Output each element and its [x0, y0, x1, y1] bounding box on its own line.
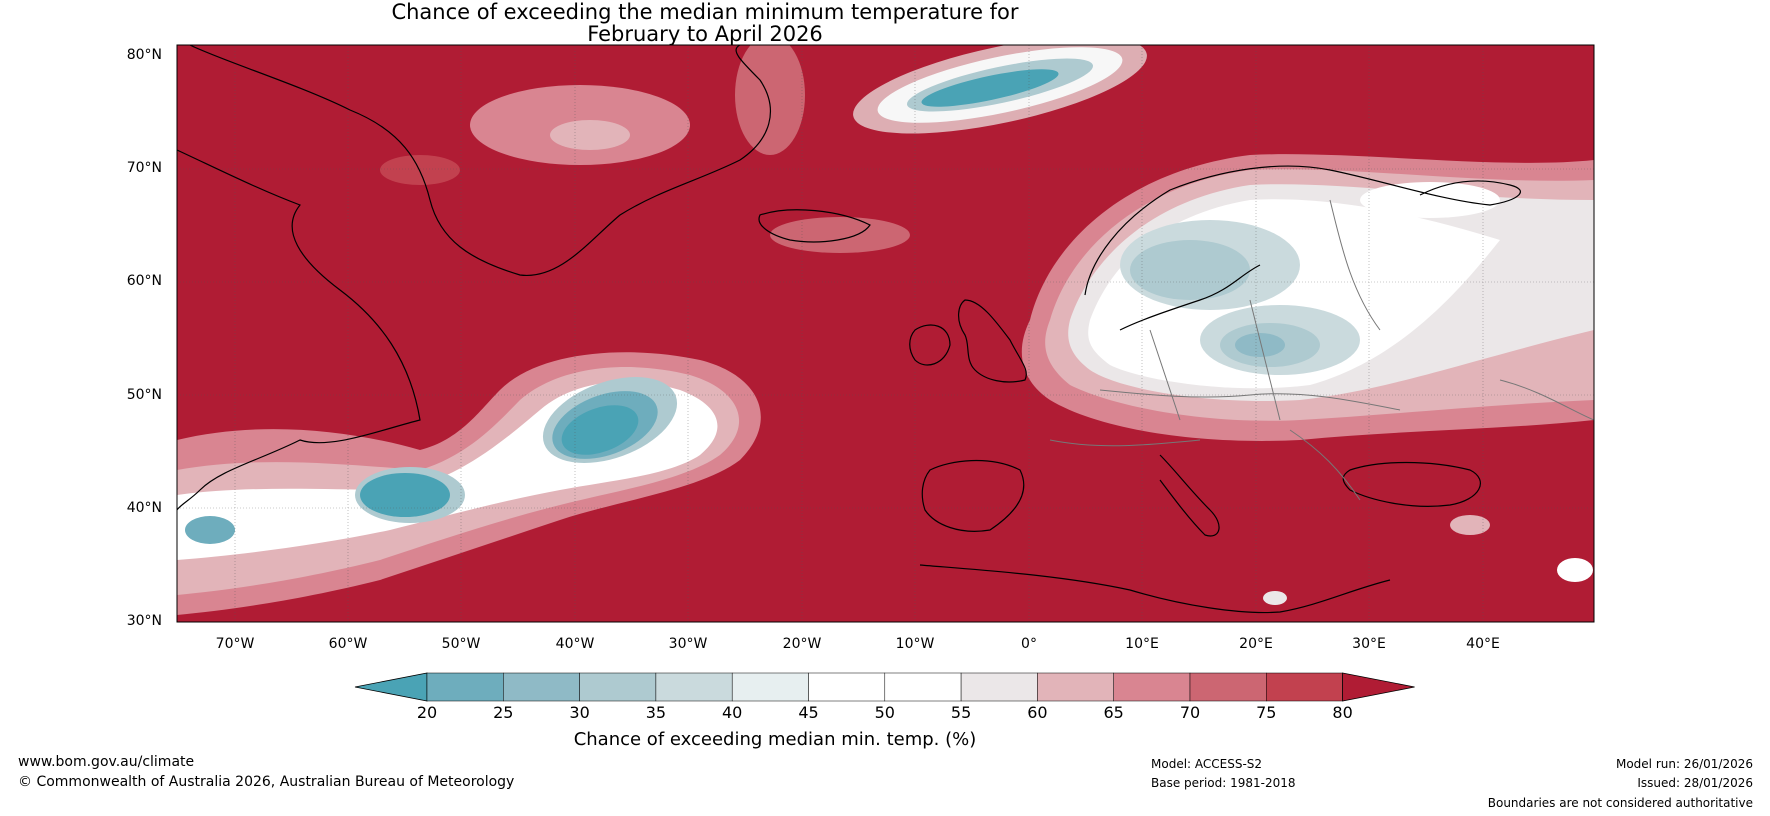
footer-disclaimer: Boundaries are not considered authoritat… [1487, 796, 1753, 810]
iberia-coast [921, 460, 1025, 532]
graticule [177, 45, 1594, 622]
map-title-line2: February to April 2026 [587, 22, 823, 46]
italy-coast [1159, 454, 1220, 537]
lat-label-40n: 40°N [126, 500, 162, 516]
footer-base-period: Base period: 1981-2018 [1151, 776, 1296, 790]
lon-label-50w: 50°W [441, 636, 481, 652]
colorbar-tick-80: 80 [1332, 703, 1353, 722]
lon-label-30e: 30°E [1352, 636, 1386, 652]
atlantic-anomaly [177, 352, 761, 615]
colorbar-extend-low [354, 672, 428, 702]
colorbar-tick-25: 25 [493, 703, 514, 722]
colorbar-tick-75: 75 [1256, 703, 1277, 722]
lon-label-40w: 40°W [555, 636, 595, 652]
lon-label-30w: 30°W [668, 636, 708, 652]
colorbar-bin-65-70 [1113, 672, 1191, 702]
colorbar-bin-45-50 [808, 672, 886, 702]
colorbar-tick-55: 55 [950, 703, 972, 722]
mediterranean-coast [919, 564, 1391, 614]
colorbar-bin-75-80 [1266, 672, 1343, 702]
arctic-anomaly [853, 45, 1147, 134]
country-borders [1049, 199, 1594, 501]
colorbar-bin-35-40 [655, 672, 733, 702]
ireland-coast [909, 324, 951, 366]
lon-label-40e: 40°E [1466, 636, 1500, 652]
colorbar-tick-40: 40 [722, 703, 743, 722]
lon-label-20w: 20°W [782, 636, 822, 652]
colorbar-tick-65: 65 [1103, 703, 1124, 722]
lon-label-10e: 10°E [1125, 636, 1159, 652]
footer-issued: Issued: 28/01/2026 [1637, 776, 1753, 790]
black-sea-coast [1342, 461, 1481, 507]
colorbar-bin-50-55 [884, 672, 962, 702]
coastlines [177, 45, 1521, 614]
colorbar-bin-55-60 [960, 672, 1038, 702]
map-title-line1: Chance of exceeding the median minimum t… [391, 0, 1019, 24]
lat-label-70n: 70°N [126, 160, 162, 176]
colorbar-tick-50: 50 [874, 703, 895, 722]
footer-url: www.bom.gov.au/climate [18, 754, 195, 770]
north-america-coast [177, 149, 421, 511]
colorbar-bin-70-75 [1189, 672, 1267, 702]
colorbar-bin-60-65 [1037, 672, 1114, 702]
lat-label-50n: 50°N [126, 387, 162, 403]
footer-copyright: © Commonwealth of Australia 2026, Austra… [18, 774, 515, 790]
colorbar-bin-25-30 [503, 672, 580, 702]
greenland-pink-areas [380, 45, 910, 253]
lon-label-20e: 20°E [1239, 636, 1273, 652]
europe-anomaly [1021, 154, 1594, 441]
colorbar-label: Chance of exceeding median min. temp. (%… [573, 729, 977, 750]
colorbar-tick-70: 70 [1179, 703, 1201, 722]
colorbar-tick-30: 30 [569, 703, 590, 722]
lon-label-60w: 60°W [328, 636, 368, 652]
lat-label-80n: 80°N [126, 47, 162, 63]
lon-label-70w: 70°W [215, 636, 255, 652]
minor-anomalies [1263, 515, 1593, 605]
colorbar-extend-high [1342, 672, 1415, 702]
colorbar-bin-20-25 [426, 672, 504, 702]
colorbar-tick-20: 20 [416, 703, 438, 722]
lon-label-0: 0° [1021, 636, 1037, 652]
colorbar-tick-45: 45 [798, 703, 819, 722]
scandinavia-coast [1084, 165, 1521, 296]
colorbar-tick-35: 35 [645, 703, 667, 722]
footer-model: Model: ACCESS-S2 [1151, 757, 1263, 771]
iceland-coast [758, 209, 871, 243]
colorbar-bin-30-35 [579, 672, 657, 702]
lat-label-30n: 30°N [126, 613, 162, 629]
footer-model-run: Model run: 26/01/2026 [1615, 757, 1753, 771]
lon-label-10w: 10°W [895, 636, 935, 652]
map-frame [176, 44, 1595, 623]
britain-coast [958, 299, 1027, 383]
colorbar-tick-60: 60 [1027, 703, 1048, 722]
lat-label-60n: 60°N [126, 273, 162, 289]
greenland-coast [189, 45, 771, 276]
baltic-coast [1119, 264, 1261, 331]
colorbar-bin-40-45 [731, 672, 809, 702]
